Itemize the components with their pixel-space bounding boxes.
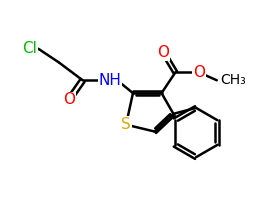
Text: O: O [63,92,75,108]
Text: O: O [158,45,170,60]
Text: S: S [121,117,131,132]
Text: Cl: Cl [22,41,37,56]
Text: CH₃: CH₃ [221,73,246,87]
Text: NH: NH [99,73,122,88]
Text: O: O [193,65,205,80]
